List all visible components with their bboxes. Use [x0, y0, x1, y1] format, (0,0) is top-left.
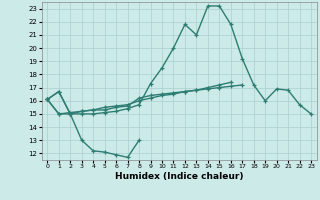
X-axis label: Humidex (Indice chaleur): Humidex (Indice chaleur): [115, 172, 244, 181]
